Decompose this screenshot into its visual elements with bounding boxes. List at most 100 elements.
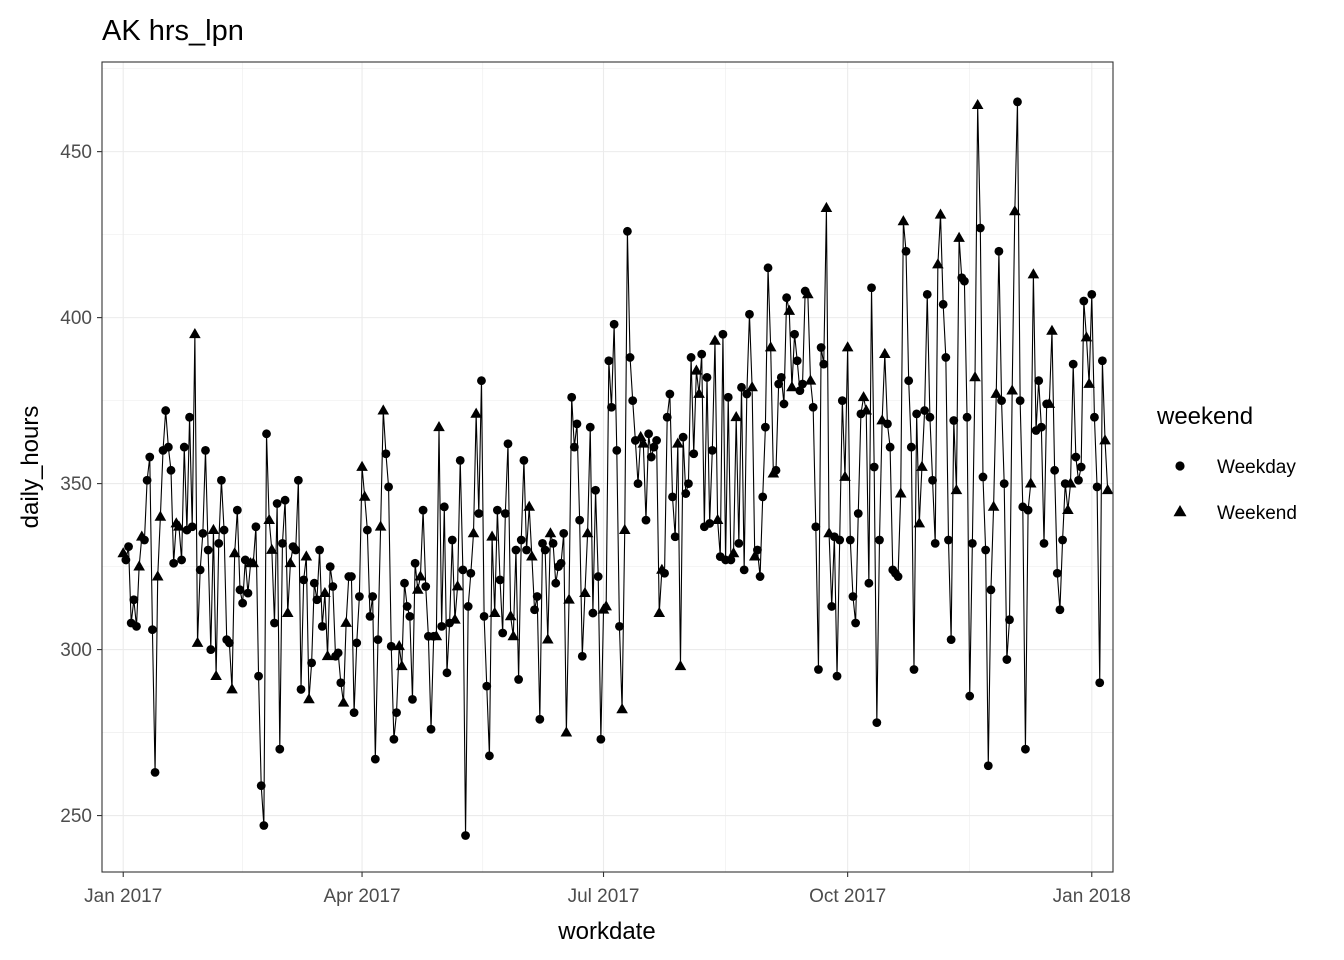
weekday-point	[1068, 359, 1078, 369]
weekday-point	[763, 263, 773, 273]
weekday-point	[482, 681, 492, 691]
weekend-point	[526, 550, 538, 561]
weekday-point	[317, 621, 327, 631]
weekday-point	[217, 475, 226, 485]
weekday-point	[962, 412, 972, 422]
weekday-point	[166, 465, 176, 475]
y-axis-title: daily_hours	[17, 406, 44, 529]
weekday-point	[1076, 462, 1086, 472]
weekday-point	[177, 555, 187, 565]
weekend-point	[340, 616, 352, 627]
weekend-point	[1064, 477, 1077, 488]
weekday-point	[965, 691, 975, 701]
weekday-point	[368, 592, 378, 601]
weekday-point	[851, 618, 861, 628]
weekday-point	[835, 535, 845, 545]
weekday-point	[405, 611, 415, 621]
weekday-point	[254, 671, 263, 681]
weekday-point	[646, 452, 656, 462]
weekend-point	[916, 460, 928, 471]
weekday-point	[776, 372, 786, 382]
weekend-point	[430, 630, 443, 641]
weekday-point	[569, 442, 579, 452]
weekday-point	[1087, 289, 1097, 299]
weekend-point	[374, 520, 387, 531]
weekend-point	[932, 258, 944, 269]
weekday-point	[944, 535, 953, 545]
weekday-point	[556, 558, 566, 568]
weekend-point	[637, 437, 650, 448]
weekday-point	[883, 419, 892, 429]
weekday-point	[758, 492, 768, 502]
weekday-point	[906, 442, 916, 452]
weekday-point	[997, 396, 1006, 406]
weekday-point	[938, 299, 948, 309]
weekday-point	[270, 618, 279, 628]
weekday-point	[142, 475, 152, 485]
weekday-point	[251, 522, 261, 532]
y-tick-label: 450	[60, 142, 92, 163]
weekday-point	[259, 821, 269, 830]
weekend-point	[953, 231, 965, 242]
weekday-point	[124, 542, 133, 552]
weekday-point	[707, 446, 717, 455]
weekend-point	[207, 523, 220, 534]
weekday-point	[455, 455, 465, 465]
weekend-point	[581, 527, 594, 538]
weekend-point	[709, 334, 721, 345]
weekday-point	[1090, 412, 1099, 422]
weekday-point	[408, 694, 417, 704]
weekday-point	[224, 638, 234, 648]
weekend-point	[897, 215, 910, 226]
weekday-point	[641, 515, 651, 525]
legend-title: weekend	[1156, 403, 1253, 430]
weekday-point	[792, 356, 802, 366]
weekday-point	[975, 223, 985, 233]
x-tick-label: Apr 2017	[323, 886, 400, 907]
weekday-point	[129, 595, 139, 605]
weekday-point	[548, 538, 558, 548]
weekday-point	[1005, 615, 1014, 625]
weekday-point	[848, 592, 858, 601]
weekend-point	[210, 669, 222, 681]
weekday-point	[999, 479, 1009, 488]
weekend-point	[303, 693, 315, 704]
weekday-point	[389, 734, 399, 744]
y-tick-label: 250	[60, 806, 92, 827]
weekend-point	[358, 490, 371, 501]
weekday-point	[1039, 538, 1049, 548]
weekday-point	[689, 449, 699, 459]
y-tick-label: 400	[60, 308, 92, 329]
weekday-point	[307, 658, 317, 668]
weekday-point	[625, 353, 635, 362]
weekday-point	[522, 545, 531, 555]
weekday-point	[816, 343, 826, 352]
weekday-point	[535, 714, 545, 724]
weekday-point	[347, 572, 356, 581]
weekday-point	[532, 592, 542, 601]
weekday-point	[442, 668, 452, 678]
weekday-point	[782, 293, 792, 303]
weekday-point	[477, 376, 486, 386]
weekday-point	[325, 562, 335, 571]
weekday-point	[893, 572, 903, 581]
weekday-point	[354, 592, 364, 601]
weekday-point	[530, 605, 539, 615]
weekday-point	[498, 628, 508, 638]
weekend-point	[913, 517, 926, 528]
weekend-point	[449, 613, 461, 624]
weekday-point	[272, 499, 282, 508]
weekday-point	[609, 319, 619, 329]
weekend-point	[839, 470, 851, 481]
weekday-point	[1036, 422, 1046, 432]
weekend-point	[1080, 331, 1093, 342]
weekday-point	[381, 449, 391, 459]
weekday-point	[1071, 452, 1081, 462]
weekday-point	[753, 545, 762, 555]
weekday-point	[293, 475, 303, 485]
weekday-point	[771, 465, 781, 475]
weekend-point	[690, 364, 703, 375]
weekday-point	[439, 502, 449, 512]
weekday-point	[410, 558, 420, 568]
weekday-point	[514, 675, 524, 684]
